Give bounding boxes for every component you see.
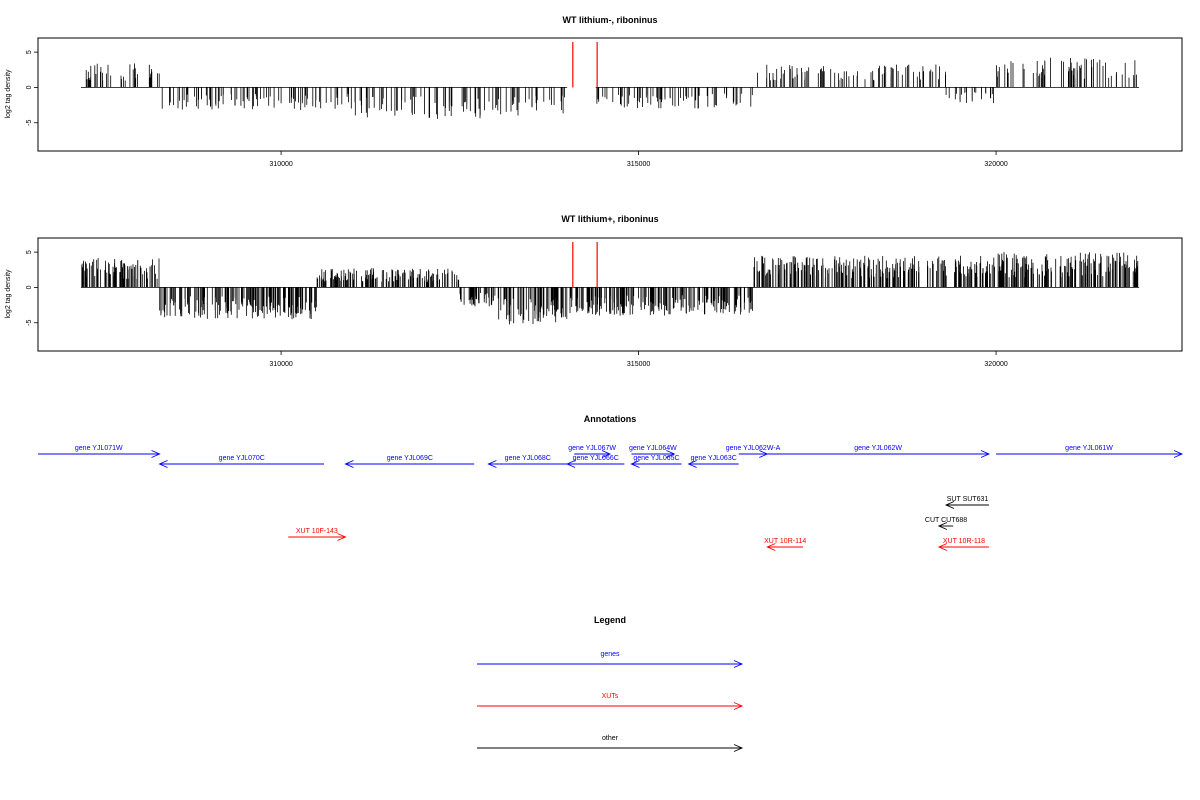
x-tick-label: 315000 (627, 361, 650, 368)
x-tick-label: 320000 (984, 361, 1007, 368)
marker-lines (572, 242, 598, 288)
feature-arrow-gene (38, 450, 161, 458)
signal-segment (495, 287, 568, 325)
plot-frame (37, 237, 1183, 352)
legend-arrow-xut (477, 702, 744, 710)
x-tick-label: 310000 (269, 361, 292, 368)
signal-segment (945, 87, 997, 104)
feature-label: XUT 10R-114 (764, 538, 806, 545)
feature-label: gene YJL070C (219, 455, 265, 462)
y-tick-label: 5 (26, 250, 33, 254)
legend-label: XUTs (602, 693, 619, 700)
feature-arrow-other (944, 501, 989, 509)
feature-arrow-gene (158, 460, 324, 468)
signal-segment (159, 287, 317, 320)
annotation-features: gene YJL071W gene YJL070C gene YJL069C gene… (38, 445, 1184, 551)
y-tick-label: -5 (26, 120, 33, 126)
signal-segment (80, 63, 160, 88)
feature-arrow-gene (344, 460, 475, 468)
signal-segment (753, 255, 997, 288)
signal-segment (567, 287, 753, 316)
panel-title: WT lithium+, riboninus (561, 214, 658, 224)
track-panel-lithium-plus: WT lithium+, riboninus log2 tag density … (5, 214, 1183, 368)
y-axis: -5 0 5 (26, 250, 38, 326)
feature-label: gene YJL067W (568, 445, 616, 452)
feature-label: gene YJL065C (633, 455, 679, 462)
signal-bars (80, 57, 1140, 119)
feature-arrow-xut (766, 543, 804, 551)
x-axis: 310000 315000 320000 (269, 151, 1008, 168)
legend-title: Legend (594, 615, 626, 625)
legend: Legend genes XUTs other (477, 615, 744, 752)
legend-arrow-other (477, 744, 744, 752)
track-panel-lithium-minus: WT lithium-, riboninus log2 tag density … (5, 15, 1183, 168)
signal-segment (409, 87, 510, 119)
feature-arrow-gene (574, 450, 612, 458)
y-tick-label: 0 (26, 285, 33, 289)
feature-label: SUT SUT631 (947, 496, 989, 503)
signal-segment (753, 64, 946, 88)
plot-frame (37, 37, 1183, 152)
signal-segment (159, 87, 349, 110)
annotations-title: Annotations (584, 414, 637, 424)
legend-arrow-gene (477, 660, 744, 668)
feature-label: gene YJL069C (387, 455, 433, 462)
signal-segment (459, 287, 496, 307)
feature-arrow-gene (996, 450, 1184, 458)
feature-arrow-gene (565, 460, 625, 468)
marker-lines (572, 42, 598, 88)
legend-label: genes (600, 651, 620, 658)
feature-label: gene YJL064W (629, 445, 677, 452)
feature-label: gene YJL062W-A (726, 445, 781, 452)
signal-segment (996, 57, 1140, 88)
feature-arrow-other (937, 522, 954, 530)
feature-label: CUT CUT688 (925, 517, 967, 524)
feature-label: gene YJL061W (1065, 445, 1113, 452)
y-tick-label: 0 (26, 85, 33, 89)
feature-label: XUT 10F-143 (296, 528, 338, 535)
feature-arrow-gene (631, 450, 676, 458)
signal-segment (316, 268, 460, 288)
feature-arrow-xut (288, 533, 347, 541)
x-tick-label: 320000 (984, 161, 1007, 168)
feature-arrow-gene (687, 460, 739, 468)
y-axis-label: log2 tag density (5, 269, 12, 319)
signal-segment (80, 258, 160, 288)
signal-segment (509, 87, 568, 116)
signal-segment (349, 87, 410, 118)
legend-items: genes XUTs other (477, 651, 744, 752)
x-tick-label: 310000 (269, 161, 292, 168)
signal-bars (80, 252, 1140, 325)
feature-label: gene YJL068C (505, 455, 551, 462)
legend-label: other (602, 735, 619, 742)
y-tick-label: -5 (26, 320, 33, 326)
feature-arrow-gene (630, 460, 682, 468)
feature-label: gene YJL071W (75, 445, 123, 452)
feature-label: gene YJL063C (691, 455, 737, 462)
feature-arrow-gene (767, 450, 991, 458)
feature-label: gene YJL062W (854, 445, 902, 452)
feature-label: XUT 10R-118 (943, 538, 985, 545)
signal-segment (996, 252, 1140, 288)
signal-segment (595, 87, 753, 109)
feature-label: gene YJL066C (573, 455, 619, 462)
feature-arrow-gene (487, 460, 568, 468)
x-tick-label: 315000 (627, 161, 650, 168)
y-tick-label: 5 (26, 50, 33, 54)
x-axis: 310000 315000 320000 (269, 351, 1008, 368)
panel-title: WT lithium-, riboninus (563, 15, 658, 25)
feature-arrow-xut (937, 543, 989, 551)
y-axis: -5 0 5 (26, 50, 38, 126)
y-axis-label: log2 tag density (5, 69, 12, 119)
